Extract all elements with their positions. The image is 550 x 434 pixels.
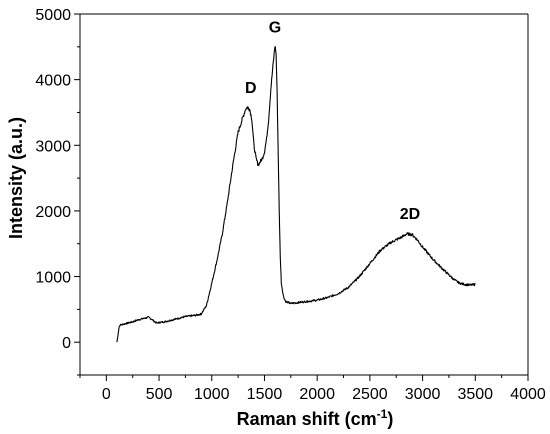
- y-tick-label: 5000: [35, 7, 71, 24]
- x-axis-label: Raman shift (cm-1): [237, 407, 394, 429]
- peak-label-g: G: [269, 19, 281, 36]
- series: [116, 46, 476, 343]
- x-tick-label: 500: [146, 386, 173, 403]
- peak-label-2d: 2D: [400, 206, 420, 223]
- y-tick-label: 4000: [35, 73, 71, 90]
- x-tick-label: 3000: [405, 386, 441, 403]
- y-tick-label: 2000: [35, 204, 71, 221]
- x-tick-label: 1000: [194, 386, 230, 403]
- y-tick-label: 1000: [35, 270, 71, 287]
- x-axis-label-main: Raman shift (cm: [237, 409, 377, 429]
- x-tick-label: 4000: [510, 386, 546, 403]
- x-tick-label: 3500: [457, 386, 493, 403]
- peak-label-d: D: [245, 80, 257, 97]
- axes: [79, 13, 529, 376]
- x-tick-label: 1500: [247, 386, 283, 403]
- y-axis-label: Intensity (a.u.): [6, 117, 26, 239]
- x-tick-label: 0: [102, 386, 111, 403]
- ticks: 0 500 1000 1500 2000 2500 3000 3500 4000 0 1000 200…: [35, 7, 545, 403]
- annotations: D G 2D: [245, 19, 420, 222]
- y-tick-label: 3000: [35, 138, 71, 155]
- x-axis-label-superscript: -1: [377, 407, 388, 421]
- spectrum-line: [116, 46, 476, 343]
- x-axis-label-suffix: ): [387, 409, 393, 429]
- y-tick-label: 0: [62, 335, 71, 352]
- x-tick-label: 2000: [299, 386, 335, 403]
- x-tick-label: 2500: [352, 386, 388, 403]
